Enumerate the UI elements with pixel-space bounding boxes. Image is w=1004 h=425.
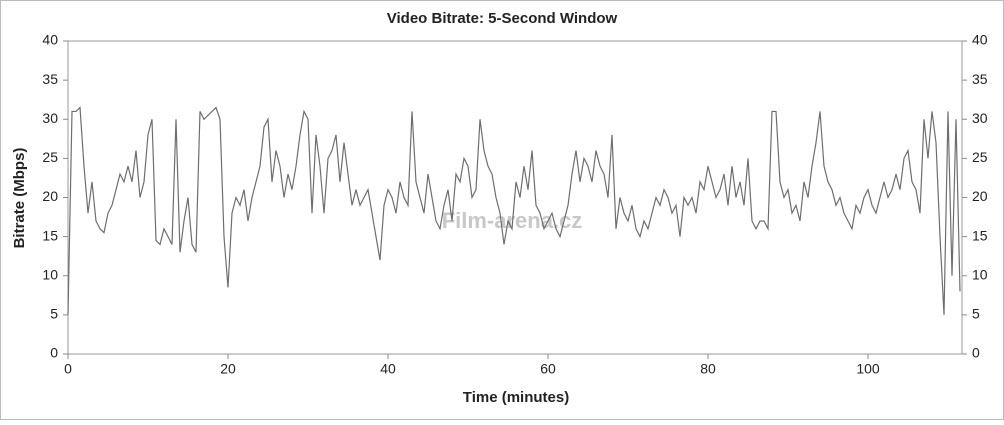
y-tick-label: 10	[42, 266, 58, 282]
x-tick-label: 60	[540, 361, 556, 377]
y-tick-label: 20	[42, 188, 58, 204]
data-line	[67, 106, 961, 315]
x-tick-label: 0	[64, 361, 72, 377]
y2-tick-label: 15	[972, 227, 988, 243]
x-axis-title: Time (minutes)	[463, 389, 569, 406]
y-axis-title: Bitrate (Mbps)	[11, 148, 28, 249]
y2-tick-label: 10	[972, 266, 988, 282]
x-tick-label: 80	[700, 361, 716, 377]
y2-tick-label: 25	[972, 149, 988, 165]
y2-tick-label: 0	[972, 345, 980, 361]
y2-tick-label: 40	[972, 32, 988, 48]
chart-title: Video Bitrate: 5-Second Window	[387, 10, 618, 27]
y-tick-label: 35	[42, 71, 58, 87]
y-tick-label: 15	[42, 227, 58, 243]
x-tick-label: 20	[220, 361, 236, 377]
y2-tick-label: 30	[972, 110, 988, 126]
y-tick-label: 0	[50, 345, 58, 361]
x-tick-label: 100	[856, 361, 880, 377]
y-tick-label: 25	[42, 149, 58, 165]
y2-tick-label: 20	[972, 188, 988, 204]
y2-tick-label: 5	[972, 306, 980, 322]
y-tick-label: 5	[50, 306, 58, 322]
x-tick-label: 40	[380, 361, 396, 377]
y-tick-label: 30	[42, 110, 58, 126]
y2-tick-label: 35	[972, 71, 988, 87]
y-tick-label: 40	[42, 32, 58, 48]
